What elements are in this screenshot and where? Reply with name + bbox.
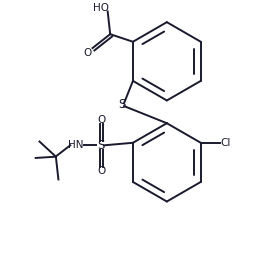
Text: O: O — [83, 47, 92, 58]
Text: S: S — [118, 98, 125, 111]
Text: Cl: Cl — [221, 138, 231, 148]
Text: HN: HN — [68, 140, 84, 150]
Text: HO: HO — [93, 3, 109, 13]
Text: S: S — [98, 139, 105, 152]
Text: O: O — [97, 166, 106, 176]
Text: O: O — [97, 115, 106, 125]
